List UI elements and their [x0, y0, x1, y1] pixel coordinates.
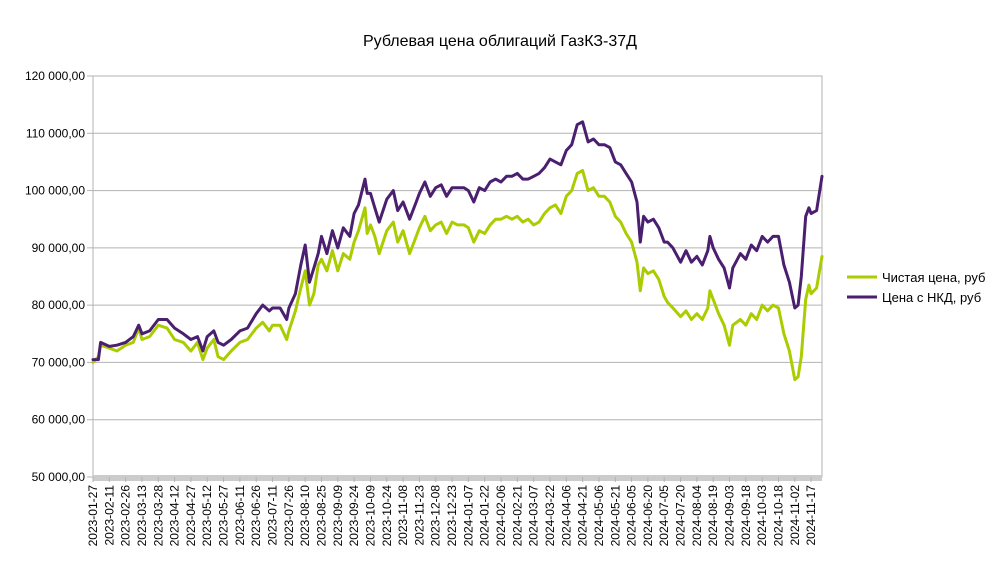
y-tick-label: 120 000,00: [25, 69, 85, 83]
x-tick-label: 2024-05-21: [608, 485, 622, 547]
y-tick-label: 70 000,00: [32, 355, 86, 369]
x-tick-label: 2024-10-03: [755, 485, 769, 547]
plot-area: [92, 75, 823, 478]
x-tick-label: 2024-07-20: [674, 485, 688, 547]
x-tick-label: 2024-07-05: [657, 485, 671, 547]
x-tick-label: 2023-10-24: [380, 485, 394, 547]
x-tick-label: 2023-05-27: [217, 485, 231, 547]
x-tick-label: 2024-01-22: [478, 485, 492, 547]
x-tick-label: 2023-04-27: [184, 485, 198, 547]
x-tick-label: 2023-05-12: [200, 485, 214, 547]
x-tick-label: 2024-09-03: [723, 485, 737, 547]
y-tick-label: 90 000,00: [32, 241, 86, 255]
x-tick-label: 2024-03-22: [543, 485, 557, 547]
y-tick-label: 50 000,00: [32, 470, 86, 484]
x-tick-label: 2024-02-06: [494, 485, 508, 547]
x-tick-label: 2023-02-11: [102, 485, 116, 546]
legend-label-2: Цена с НКД, руб: [882, 290, 981, 305]
series-lines: [91, 120, 824, 382]
x-tick-label: 2024-04-06: [559, 485, 573, 547]
y-tick-label: 80 000,00: [32, 298, 86, 312]
x-tick-label: 2023-12-08: [429, 485, 443, 547]
x-tick-label: 2023-10-09: [363, 485, 377, 547]
x-tick-label: 2023-11-23: [412, 485, 426, 546]
x-tick-label: 2024-08-19: [706, 485, 720, 547]
legend-label-1: Чистая цена, руб: [882, 270, 985, 285]
x-tick-label: 2024-11-02: [788, 485, 802, 546]
x-tick-label: 2024-10-18: [771, 485, 785, 547]
x-axis-band: [93, 475, 822, 481]
series-line-2: [91, 120, 824, 362]
x-tick-label: 2023-07-26: [282, 485, 296, 547]
legend: Чистая цена, руб Цена с НКД, руб: [847, 270, 985, 305]
x-tick-label: 2024-11-17: [804, 485, 818, 546]
x-tick-label: 2023-03-13: [135, 485, 149, 547]
x-tick-label: 2023-09-09: [331, 485, 345, 547]
x-tick-label: 2024-03-07: [527, 485, 541, 547]
x-tick-label: 2024-09-18: [739, 485, 753, 547]
x-axis: 2023-01-27 2023-02-11 2023-02-26 2023-03-13…: [86, 475, 822, 546]
y-tick-label: 60 000,00: [32, 413, 86, 427]
x-tick-label: 2024-06-05: [625, 485, 639, 547]
x-tick-label: 2023-07-11: [266, 485, 280, 546]
grid: [93, 75, 822, 421]
series-line-1: [91, 169, 824, 382]
x-tick-label: 2024-06-20: [641, 485, 655, 547]
x-tick-label: 2024-04-21: [576, 485, 590, 547]
x-tick-label: 2024-02-21: [510, 485, 524, 547]
x-tick-label: 2023-08-10: [298, 485, 312, 547]
x-tick-label: 2024-05-06: [592, 485, 606, 547]
x-tick-label: 2024-08-04: [690, 485, 704, 547]
x-tick-label: 2023-09-24: [347, 485, 361, 547]
x-tick-label: 2023-06-26: [249, 485, 263, 547]
y-axis: 50 000,00 60 000,00 70 000,00 80 000,00 90 0…: [25, 69, 93, 484]
x-tick-label: 2024-01-07: [461, 485, 475, 547]
x-tick-label: 2023-08-25: [314, 485, 328, 547]
y-tick-label: 100 000,00: [25, 184, 85, 198]
x-tick-label: 2023-02-26: [119, 485, 133, 547]
x-tick-label: 2023-04-12: [168, 485, 182, 547]
x-tick-label: 2023-12-23: [445, 485, 459, 547]
x-tick-label: 2023-03-28: [151, 485, 165, 547]
chart-title: Рублевая цена облигаций ГазКЗ-37Д: [363, 33, 637, 50]
x-tick-label: 2023-06-11: [233, 485, 247, 546]
x-tick-label: 2023-01-27: [86, 485, 100, 547]
y-tick-label: 110 000,00: [26, 126, 85, 140]
x-tick-label: 2023-11-08: [396, 485, 410, 546]
